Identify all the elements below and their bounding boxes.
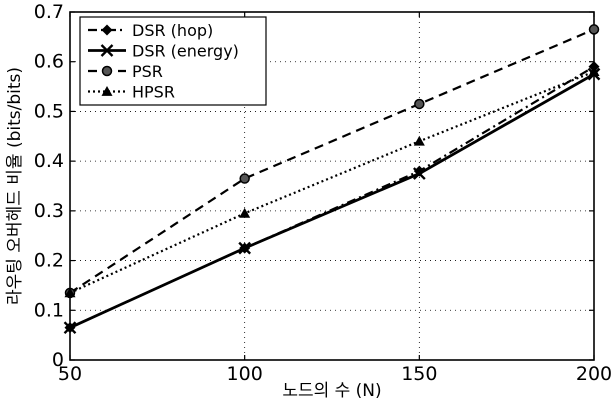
x-axis-title: 노드의 수 (N) (282, 381, 381, 401)
marker-stroke (100, 44, 114, 57)
y-tick-label: 0.4 (34, 150, 64, 172)
data-point-hpsr (588, 66, 600, 77)
axes (69, 11, 595, 361)
data-point-hpsr (64, 287, 76, 298)
legend-label: DSR (hop) (132, 21, 213, 40)
y-tick-label: 0.7 (34, 1, 64, 23)
x-tick-label: 200 (576, 363, 612, 385)
data-point-psr (414, 98, 425, 110)
y-tick-label: 0.1 (34, 299, 64, 321)
legend-marker (101, 24, 113, 36)
data-point-psr (239, 173, 250, 184)
legend: DSR (hop) DSR (energy)PSR HPSR (79, 16, 267, 106)
legend-marker (101, 86, 113, 96)
y-tick-label: 0.6 (34, 51, 64, 73)
series-line-dsr-energy (69, 72, 595, 329)
plot-frame (69, 11, 595, 361)
legend-marker (101, 65, 113, 77)
x-tick-label: 50 (58, 363, 82, 385)
x-tick-label: 150 (401, 363, 437, 385)
marker-stroke (412, 167, 426, 180)
data-point-psr (588, 24, 600, 35)
legend-entry-hpsr: HPSR (88, 83, 175, 102)
legend-box (79, 16, 267, 106)
series-line-hpsr (69, 70, 595, 294)
data-point-hpsr (413, 135, 425, 146)
data-point-dsr-energy (63, 321, 77, 335)
series-layer (63, 24, 601, 335)
data-point-dsr-energy (238, 241, 252, 255)
legend-label: PSR (132, 62, 163, 81)
legend-marker (100, 44, 114, 57)
series-line-psr (69, 28, 595, 294)
legend-entry-dsr-hop: DSR (hop) (88, 21, 213, 40)
series-hpsr (64, 66, 600, 298)
legend-entry-dsr-energy: DSR (energy) (88, 42, 239, 61)
tick-labels: 0 0.1 0.2 0.3 0.4 0.5 0.6 0.7 50 100 150 200 (34, 1, 612, 385)
series-dsr-energy (63, 67, 601, 335)
series-psr (64, 24, 600, 299)
legend-label: HPSR (132, 83, 175, 102)
series-line-dsr-hop (69, 65, 595, 329)
marker-stroke (63, 321, 77, 335)
y-tick-label: 0.3 (34, 200, 64, 222)
marker-stroke (238, 241, 252, 255)
grid (70, 12, 594, 360)
legend-label: DSR (energy) (132, 42, 239, 61)
y-tick-label: 0 (52, 349, 64, 371)
y-tick-label: 0.2 (34, 250, 64, 272)
y-tick-label: 0.5 (34, 100, 64, 122)
data-point-dsr-energy (412, 167, 426, 180)
x-tick-label: 100 (227, 363, 263, 385)
legend-entry-psr: PSR (88, 62, 163, 81)
data-point-hpsr (239, 207, 251, 218)
y-axis-title: 라우팅 오버헤드 비율 (bits/bits) (5, 67, 25, 305)
